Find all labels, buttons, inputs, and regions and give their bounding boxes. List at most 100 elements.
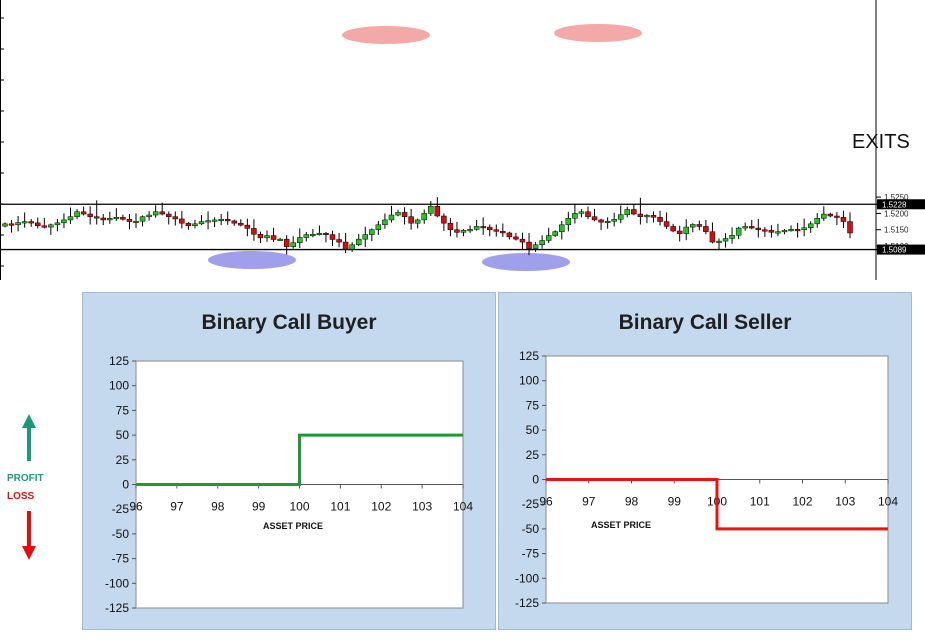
candle-body <box>303 234 310 238</box>
candle-body <box>709 231 716 243</box>
x-tick-label: 103 <box>412 500 432 514</box>
x-tick-label: 102 <box>371 500 391 514</box>
candle-body <box>552 231 558 236</box>
candle-body <box>663 221 670 227</box>
candle-body <box>526 241 532 249</box>
candle-body <box>35 222 41 227</box>
candle-body <box>670 226 676 232</box>
candle-body <box>388 214 395 221</box>
candle-body <box>2 223 8 227</box>
candle-body <box>493 229 500 232</box>
candle-body <box>139 216 146 222</box>
profit-label: PROFIT <box>7 473 44 484</box>
y-tick-label: -100 <box>515 571 539 585</box>
x-tick-label: 104 <box>878 495 898 509</box>
candle-body <box>375 224 382 230</box>
candle-body <box>742 226 748 229</box>
buyer-payoff-chart: 125 100 75 50 25 0 -25 -50 -75 -100 -125 96 97 98 99 10… <box>105 354 473 615</box>
x-tick-label: 98 <box>211 500 225 514</box>
candle-body <box>604 220 611 223</box>
candle-body <box>61 219 67 224</box>
x-tick-label: 99 <box>252 500 266 514</box>
resistance-price-label-box <box>877 199 925 210</box>
candle-body <box>179 218 185 224</box>
candle-body <box>355 238 362 245</box>
candle-body <box>690 224 696 228</box>
candle-body <box>729 234 735 239</box>
candle-body <box>847 221 853 234</box>
candle-body <box>48 224 54 228</box>
candle-body <box>598 219 604 223</box>
y-tick-label: 0 <box>122 478 129 492</box>
y-tick-label: -75 <box>112 552 130 566</box>
candle-body <box>310 234 316 237</box>
x-tick-label: 99 <box>668 495 682 509</box>
x-tick-label: 97 <box>170 500 184 514</box>
candle-body <box>794 229 801 232</box>
candle-body <box>362 234 369 240</box>
candle-body <box>408 216 414 224</box>
candle-body <box>650 215 657 218</box>
candle-body <box>8 223 15 226</box>
x-tick-label: 103 <box>835 495 855 509</box>
candle-body <box>401 212 408 217</box>
profit-loss-legend <box>22 414 36 560</box>
support-price-label: 1.5089 <box>882 246 907 255</box>
candle-body <box>617 214 624 220</box>
candle-body <box>152 211 159 216</box>
candle-body <box>676 230 683 234</box>
candle-body <box>801 227 807 230</box>
y-tick-label: -75 <box>522 547 540 561</box>
candle-body <box>74 211 80 217</box>
price-tick-label: 1.5200 <box>884 209 909 218</box>
candle-body <box>342 241 349 250</box>
candle-body <box>532 244 539 249</box>
candle-body <box>781 230 788 233</box>
candle-body <box>821 213 827 219</box>
candle-body <box>290 242 296 247</box>
y-tick-label: 25 <box>526 448 540 462</box>
candle-body <box>28 221 34 224</box>
candle-body <box>807 223 814 228</box>
seller-chart-title: Binary Call Seller <box>618 311 792 334</box>
y-tick-label: -125 <box>515 596 539 610</box>
candle-body <box>539 240 545 245</box>
x-axis-label: ASSET PRICE <box>591 520 651 530</box>
candle-body <box>382 219 388 226</box>
candle-body <box>41 225 48 228</box>
candle-body <box>657 217 663 222</box>
candle-body <box>513 236 519 240</box>
exits-label: EXITS <box>852 131 910 153</box>
candle-body <box>133 220 139 223</box>
candle-body <box>768 230 775 233</box>
candle-body <box>447 222 454 230</box>
buyer-chart-panel: Binary Call Buyer 125 100 75 50 25 0 -25 -50 -75… <box>82 292 496 630</box>
y-tick-label: -50 <box>522 522 540 536</box>
y-tick-label: 125 <box>519 349 539 363</box>
candle-body <box>80 211 87 215</box>
support-price-label-box <box>877 244 925 255</box>
candle-body <box>637 213 644 217</box>
candle-body <box>264 235 270 239</box>
y-tick-label: -100 <box>105 576 129 590</box>
candle-body <box>788 229 794 232</box>
price-tick-label: 1.5250 <box>884 193 909 202</box>
candle-body <box>146 214 152 217</box>
y-tick-label: 100 <box>109 379 129 393</box>
payoff-line <box>546 478 888 531</box>
candle-body <box>421 213 427 221</box>
candle-body <box>585 211 591 217</box>
y-tick-label: 50 <box>116 428 130 442</box>
candle-body <box>565 218 572 226</box>
candle-body <box>624 209 631 215</box>
x-tick-label: 96 <box>539 495 553 509</box>
candle-body <box>722 238 729 242</box>
candle-body <box>231 220 238 224</box>
payoff-line <box>136 433 463 486</box>
y-tick-label: 25 <box>116 453 130 467</box>
candle-body <box>840 217 847 222</box>
support-highlight <box>482 253 570 271</box>
resistance-price-label: 1.5228 <box>882 200 907 209</box>
candle-body <box>205 220 211 223</box>
candle-body <box>454 229 460 233</box>
